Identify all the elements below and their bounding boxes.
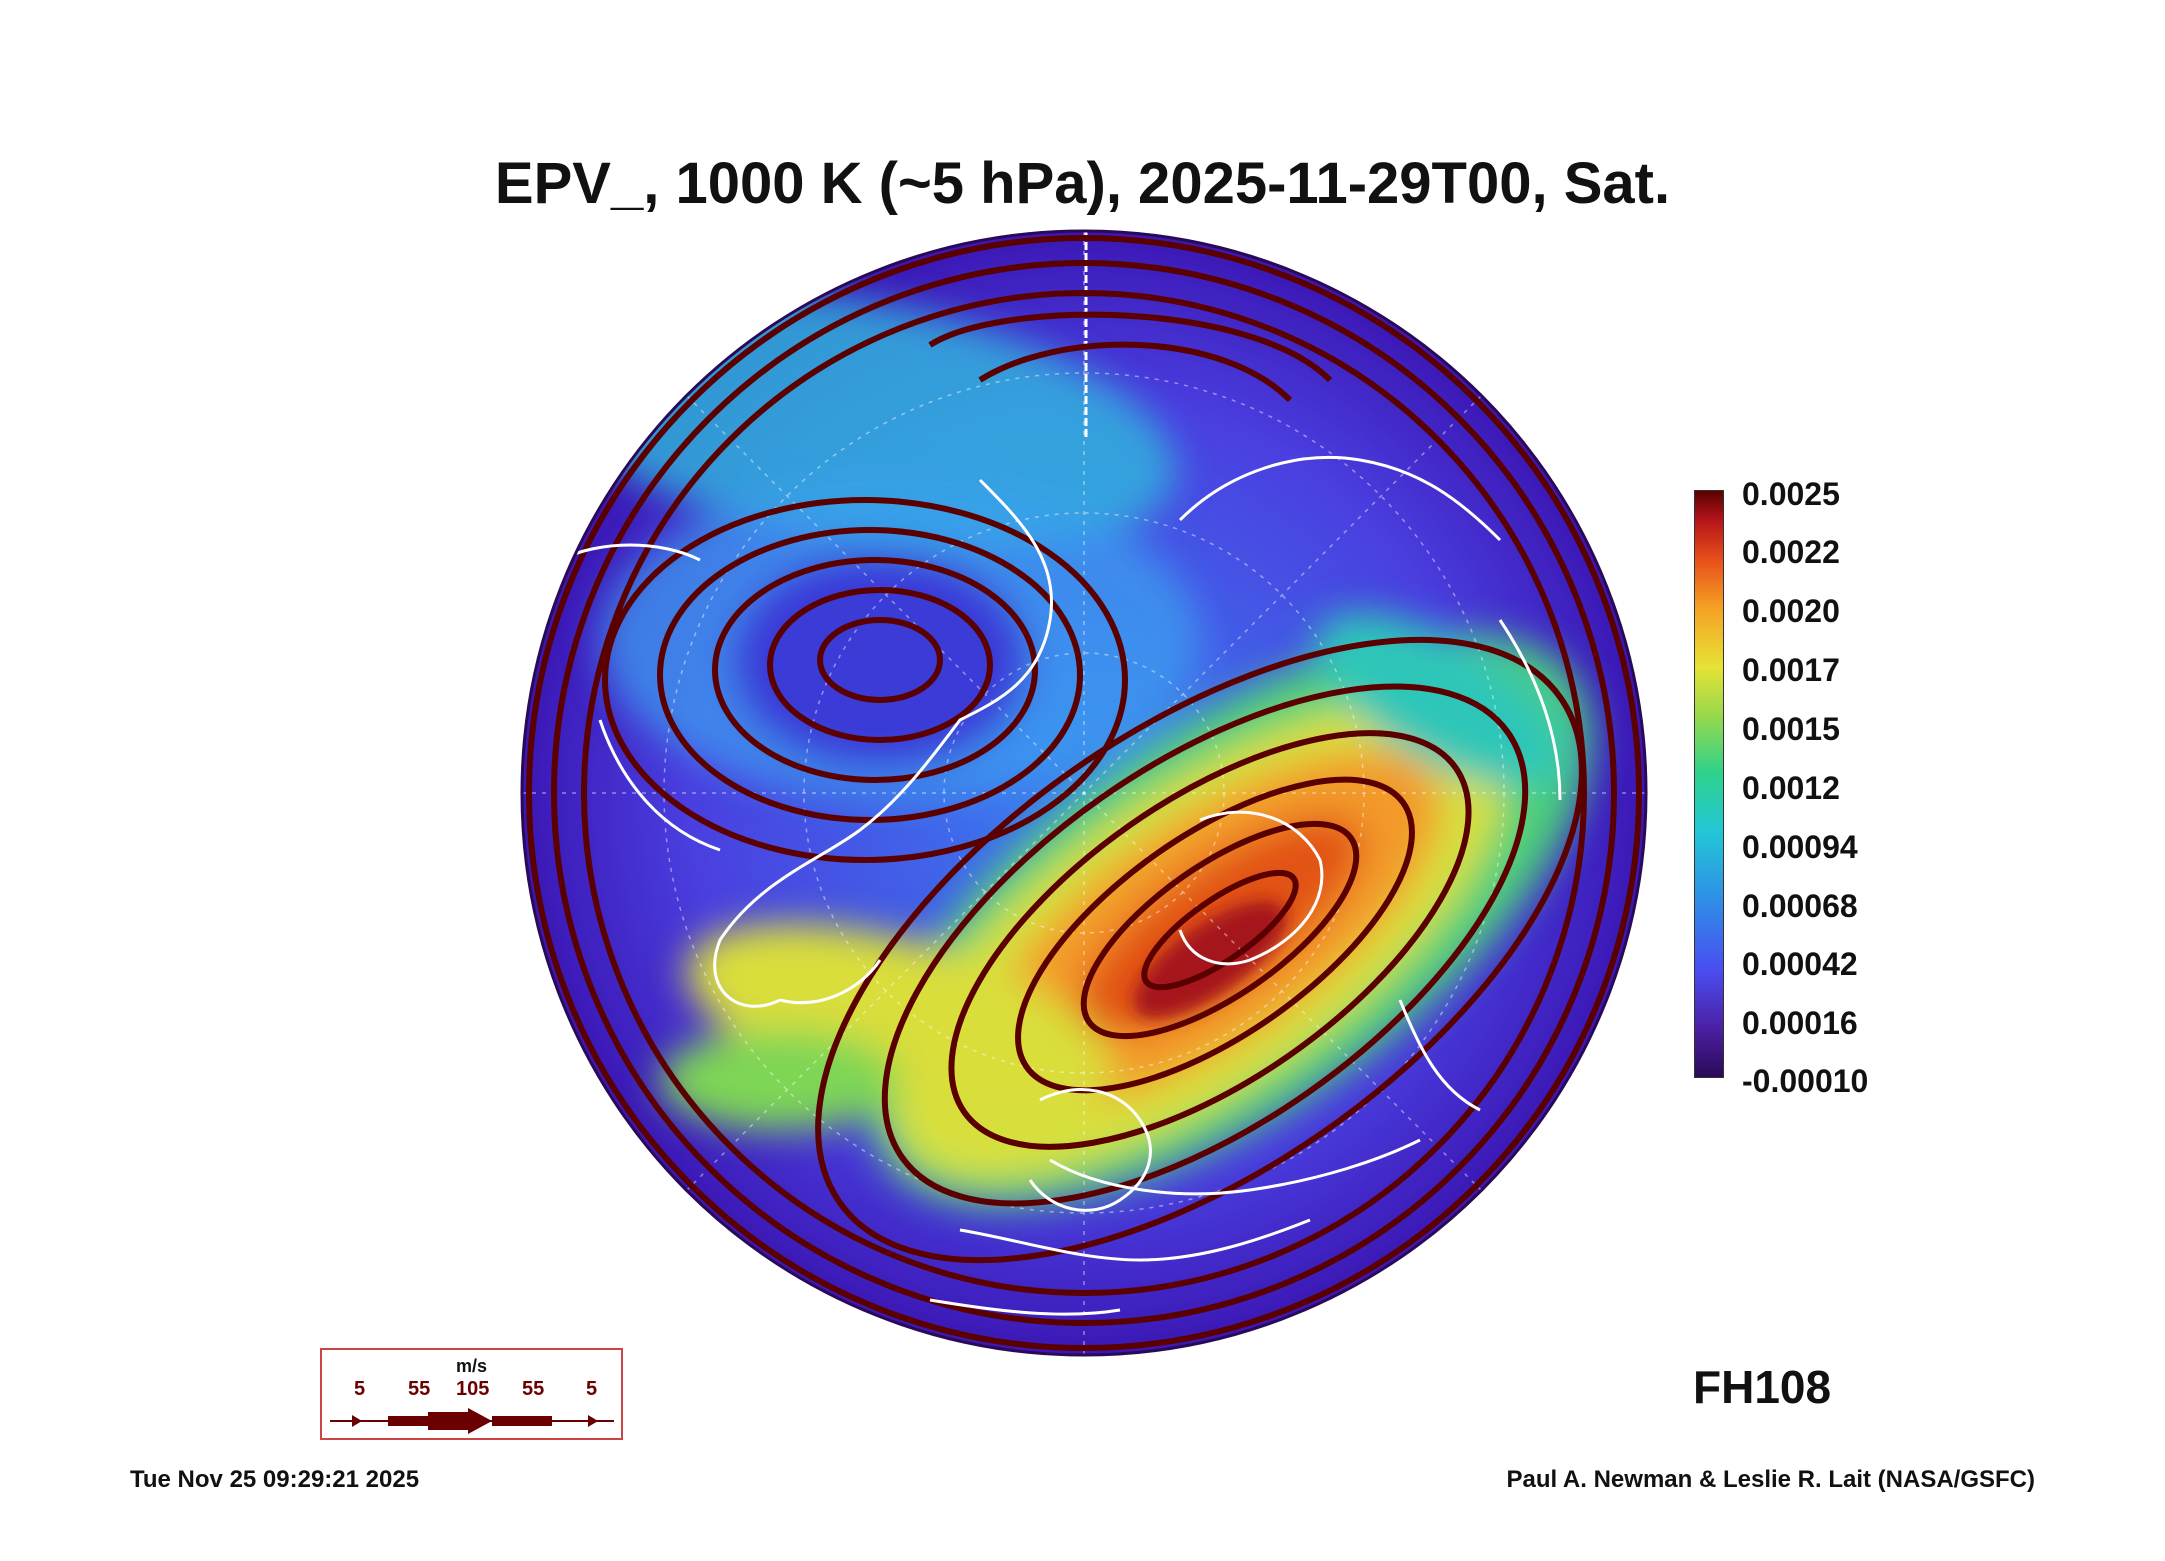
timestamp: Tue Nov 25 09:29:21 2025 — [130, 1466, 420, 1493]
colorbar-label: 0.0020 — [1742, 593, 1840, 629]
wind-legend-units: m/s — [455, 1356, 488, 1376]
wind-legend-arrow — [330, 1408, 614, 1434]
wind-legend-value: 105 — [456, 1378, 490, 1400]
globe-outline — [520, 229, 1648, 1357]
chart-title: EPV_, 1000 K (~5 hPa), 2025-11-29T00, Sa… — [494, 151, 1671, 216]
colorbar-label: 0.0015 — [1742, 711, 1840, 747]
colorbar-gradient — [1694, 490, 1724, 1078]
colorbar-label: 0.0017 — [1742, 652, 1840, 688]
colorbar-label: 0.0025 — [1742, 476, 1840, 512]
forecast-hour: FH108 — [1693, 1361, 1832, 1413]
colorbar-label: 0.00068 — [1742, 888, 1858, 924]
wind-legend-value: 5 — [354, 1378, 366, 1400]
colorbar-label: 0.0022 — [1742, 534, 1840, 570]
colorbar-label: 0.00016 — [1742, 1005, 1858, 1041]
credit: Paul A. Newman & Leslie R. Lait (NASA/GS… — [1506, 1466, 2035, 1493]
graticule — [522, 231, 1646, 1355]
coastlines — [559, 456, 1562, 1316]
colorbar-label: -0.00010 — [1742, 1063, 1869, 1099]
wind-legend-value: 55 — [522, 1378, 545, 1400]
wind-legend: m/s 5 55 105 55 5 — [320, 1348, 623, 1440]
wind-legend-value: 55 — [408, 1378, 431, 1400]
colorbar-label: 0.0012 — [1742, 770, 1840, 806]
colorbar-label: 0.00094 — [1742, 829, 1858, 865]
colorbar-label: 0.00042 — [1742, 946, 1858, 982]
wind-legend-value: 5 — [586, 1378, 598, 1400]
globe — [522, 231, 1646, 1355]
streamlines — [526, 235, 1642, 1351]
